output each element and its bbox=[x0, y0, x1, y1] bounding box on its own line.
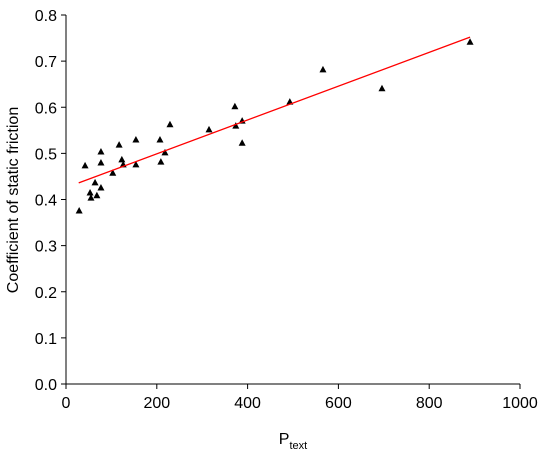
data-point bbox=[466, 38, 474, 45]
data-point bbox=[156, 135, 164, 143]
y-tick-label: 0.5 bbox=[35, 146, 57, 163]
x-label-main: P bbox=[279, 431, 290, 448]
data-point bbox=[231, 102, 239, 110]
data-point bbox=[319, 65, 327, 73]
data-point bbox=[157, 158, 165, 165]
data-point bbox=[132, 160, 140, 168]
x-axis-label: Ptext bbox=[279, 431, 307, 452]
data-point bbox=[91, 178, 99, 186]
y-tick-label: 0.1 bbox=[35, 331, 57, 348]
y-tick-label: 0.7 bbox=[35, 54, 57, 71]
data-point bbox=[109, 169, 117, 176]
x-tick-label: 400 bbox=[234, 395, 261, 412]
fit-line bbox=[78, 36, 471, 184]
data-point bbox=[97, 159, 105, 166]
y-tick-label: 0.8 bbox=[35, 8, 57, 25]
data-point bbox=[93, 191, 101, 199]
y-tick-label: 0.0 bbox=[35, 377, 57, 394]
data-point bbox=[81, 161, 89, 169]
data-point bbox=[238, 139, 246, 146]
data-point bbox=[205, 125, 213, 133]
y-tick-label: 0.4 bbox=[35, 193, 57, 210]
y-tick-label: 0.2 bbox=[35, 285, 57, 302]
x-tick-label: 200 bbox=[143, 395, 170, 412]
x-tick-label: 600 bbox=[325, 395, 352, 412]
data-point bbox=[166, 120, 174, 128]
data-point bbox=[75, 207, 83, 214]
x-label-sub: text bbox=[289, 440, 307, 452]
data-point bbox=[132, 135, 140, 143]
data-point bbox=[115, 141, 123, 148]
data-point bbox=[97, 183, 105, 191]
data-point bbox=[378, 84, 386, 92]
x-tick-label: 1000 bbox=[502, 395, 538, 412]
data-point bbox=[161, 148, 169, 156]
y-axis-label: Coefficient of static friction bbox=[5, 107, 22, 293]
data-point bbox=[86, 189, 94, 196]
data-point bbox=[87, 194, 95, 201]
x-tick-label: 800 bbox=[416, 395, 443, 412]
data-point bbox=[97, 147, 105, 155]
data-point bbox=[118, 155, 126, 163]
data-point bbox=[232, 122, 240, 129]
y-tick-label: 0.6 bbox=[35, 100, 57, 117]
x-tick-label: 0 bbox=[62, 395, 71, 412]
y-tick-label: 0.3 bbox=[35, 239, 57, 256]
